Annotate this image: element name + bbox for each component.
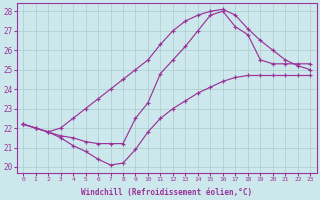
X-axis label: Windchill (Refroidissement éolien,°C): Windchill (Refroidissement éolien,°C) [81, 188, 252, 197]
